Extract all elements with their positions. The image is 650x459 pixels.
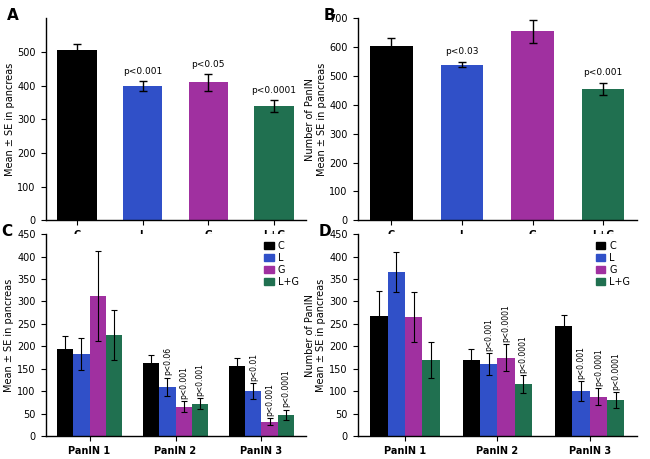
Bar [497, 358, 515, 436]
Bar [57, 349, 73, 436]
Legend: C, L, G, L+G: C, L, G, L+G [262, 239, 301, 289]
Text: p<0.0001: p<0.0001 [594, 348, 603, 386]
Text: p<0.05: p<0.05 [192, 60, 225, 69]
Text: p<0.001: p<0.001 [584, 68, 623, 77]
Bar [176, 407, 192, 436]
Bar [192, 404, 208, 436]
Bar [229, 365, 245, 436]
Bar [480, 364, 497, 436]
Bar [370, 46, 413, 220]
Text: p<0.001: p<0.001 [123, 67, 162, 76]
Bar [515, 385, 532, 436]
Text: p<0.001: p<0.001 [577, 346, 586, 379]
Bar [278, 415, 294, 436]
Text: p<0.0001: p<0.0001 [501, 304, 510, 342]
Bar [370, 316, 387, 436]
Bar [387, 272, 405, 436]
Bar [73, 354, 90, 436]
Bar [512, 31, 554, 220]
Text: B: B [324, 8, 335, 23]
Bar [188, 82, 228, 220]
Text: p<0.001: p<0.001 [179, 366, 188, 399]
Bar [123, 86, 162, 220]
Text: p<0.0001: p<0.0001 [252, 86, 296, 95]
Text: p<0.0001: p<0.0001 [281, 369, 290, 407]
Legend: C, L, G, L+G: C, L, G, L+G [593, 239, 632, 289]
Bar [422, 360, 439, 436]
Bar [463, 360, 480, 436]
Text: p<0.03: p<0.03 [445, 47, 478, 56]
Bar [572, 391, 590, 436]
Y-axis label: Number of PanIN
Mean ± SE in pancreas: Number of PanIN Mean ± SE in pancreas [0, 279, 14, 392]
Bar [57, 50, 97, 220]
Text: p<0.01: p<0.01 [249, 353, 258, 381]
Text: p<0.06: p<0.06 [163, 347, 172, 375]
Text: p<0.001: p<0.001 [484, 318, 493, 351]
Bar [90, 296, 106, 436]
Text: p<0.001: p<0.001 [195, 363, 204, 396]
Bar [106, 335, 122, 436]
Bar [261, 422, 278, 436]
Bar [590, 397, 607, 436]
Bar [254, 106, 294, 220]
Text: D: D [318, 224, 331, 239]
Text: p<0.0001: p<0.0001 [519, 336, 528, 373]
Bar [159, 386, 176, 436]
Text: p<0.001: p<0.001 [265, 383, 274, 416]
Bar [555, 326, 572, 436]
Bar [582, 89, 624, 220]
Y-axis label: Number of PanIN
Mean ± SE in pancreas: Number of PanIN Mean ± SE in pancreas [0, 63, 14, 176]
Y-axis label: Number of PanIN
Mean ± SE in pancreas: Number of PanIN Mean ± SE in pancreas [305, 63, 326, 176]
Text: p<0.0001: p<0.0001 [611, 352, 620, 390]
Bar [245, 391, 261, 436]
Y-axis label: Number of PanIN
Mean ± SE in pancreas: Number of PanIN Mean ± SE in pancreas [305, 279, 326, 392]
Bar [143, 363, 159, 436]
Text: A: A [6, 8, 18, 23]
Bar [607, 400, 624, 436]
Text: C: C [1, 224, 12, 239]
Bar [441, 65, 483, 220]
Bar [405, 317, 422, 436]
